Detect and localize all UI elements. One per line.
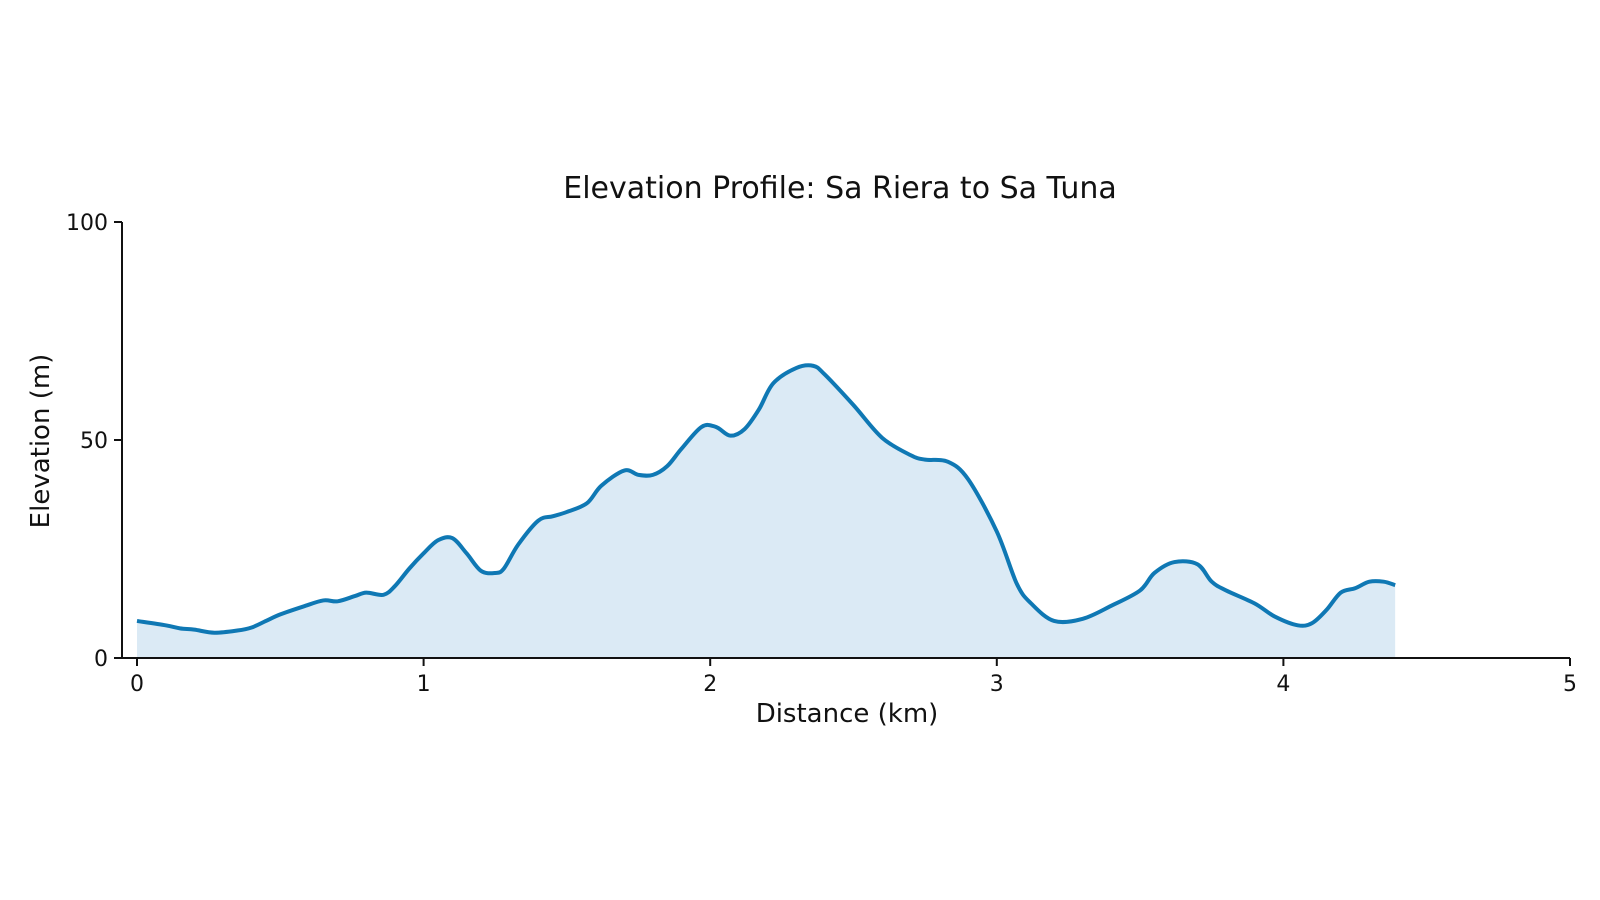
x-tick-label: 0 xyxy=(130,672,144,697)
y-axis-label: Elevation (m) xyxy=(26,354,56,529)
y-tick-label: 100 xyxy=(66,211,108,236)
elevation-line xyxy=(136,363,1396,635)
x-axis-label: Distance (km) xyxy=(756,699,939,729)
plot-area xyxy=(136,363,1396,658)
elevation-area-fill xyxy=(137,365,1396,658)
x-tick-label: 4 xyxy=(1276,672,1290,697)
y-tick-label: 0 xyxy=(94,647,108,672)
y-tick-label: 50 xyxy=(80,429,108,454)
x-tick-label: 5 xyxy=(1563,672,1577,697)
chart-title: Elevation Profile: Sa Riera to Sa Tuna xyxy=(563,171,1116,206)
x-tick-label: 1 xyxy=(417,672,431,697)
x-tick-label: 3 xyxy=(990,672,1004,697)
x-tick-label: 2 xyxy=(703,672,717,697)
